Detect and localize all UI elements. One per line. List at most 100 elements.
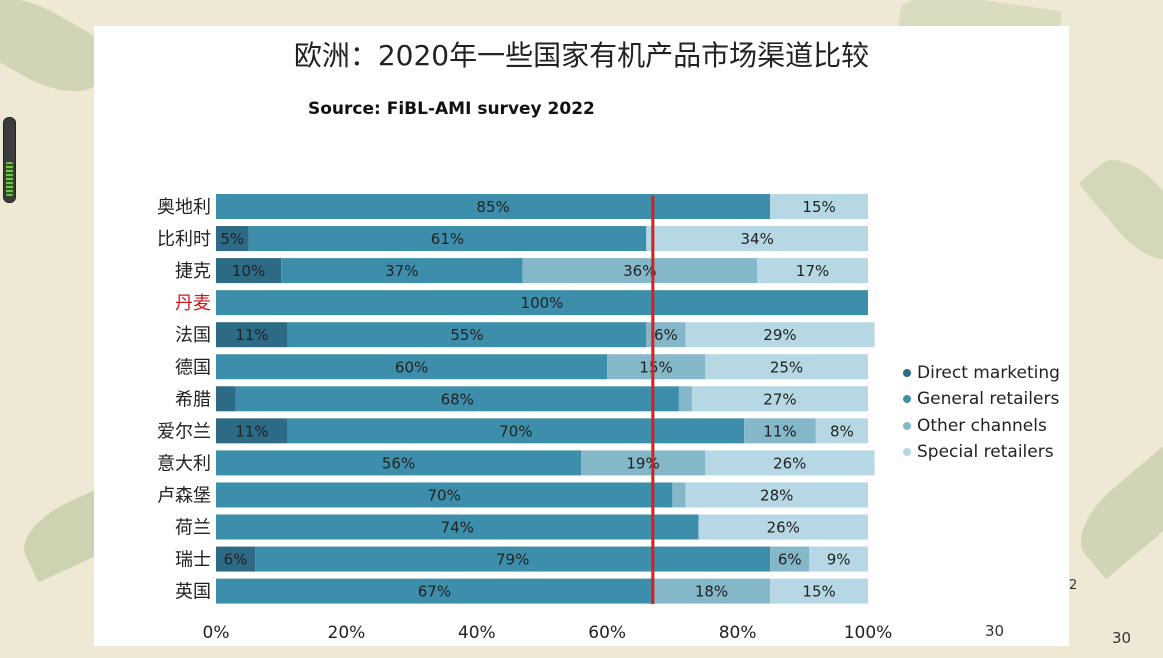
bar-segment: [705, 450, 875, 476]
bar-segment: [216, 482, 673, 508]
bar-data-label: 6%: [778, 551, 802, 569]
bar-segment: [770, 194, 868, 219]
category-label: 奥地利: [157, 197, 211, 218]
bar-segment: [216, 322, 288, 348]
bar-data-label: 37%: [385, 262, 418, 280]
bar-segment: [216, 290, 868, 316]
bar-data-label: 11%: [235, 422, 268, 440]
category-label: 荷兰: [175, 518, 211, 539]
legend-swatch: [903, 421, 911, 430]
legend-item: General retailers: [903, 386, 1060, 412]
bar-data-label: 36%: [623, 262, 656, 280]
bar-segment: [770, 578, 868, 604]
bar-data-label: 15%: [802, 583, 835, 601]
bar-segment: [287, 418, 745, 444]
bar-segment: [770, 546, 810, 572]
bar-data-label: 17%: [796, 262, 829, 280]
bar-data-label: 15%: [639, 358, 672, 376]
bar-data-label: 100%: [521, 294, 564, 312]
bar-data-label: 18%: [695, 583, 728, 601]
legend-swatch: [903, 448, 911, 457]
bar-data-label: 67%: [418, 583, 451, 601]
bar-data-label: 11%: [763, 422, 796, 440]
bar-segment: [685, 482, 868, 508]
bar-segment: [691, 386, 868, 412]
category-label: 法国: [175, 325, 211, 346]
category-label: 爱尔兰: [157, 421, 211, 442]
legend-label: Special retailers: [917, 442, 1054, 463]
bar-data-label: 74%: [441, 519, 474, 537]
bar-data-label: 60%: [395, 358, 428, 376]
bar-segment: [216, 578, 653, 604]
bar-data-label: 15%: [802, 198, 835, 216]
category-label: 瑞士: [175, 550, 211, 571]
legend-item: Other channels: [903, 413, 1060, 439]
bar-segment: [581, 450, 705, 476]
page-title: 欧洲：2020年一些国家有机产品市场渠道比较: [293, 39, 870, 72]
bar-data-label: 6%: [224, 551, 248, 569]
bar-data-label: 55%: [450, 326, 483, 344]
legend-swatch: [903, 395, 911, 404]
bar-data-label: 79%: [496, 551, 529, 569]
category-label: 意大利: [157, 453, 211, 474]
bar-data-label: 28%: [760, 486, 793, 504]
x-tick-label: 100%: [844, 623, 893, 643]
bar-data-label: 34%: [740, 230, 773, 248]
bar-data-label: 8%: [830, 422, 854, 440]
page-number-inner: 30: [985, 622, 1005, 640]
bar-segment: [216, 258, 282, 284]
side-scroll-level-bars: [6, 162, 13, 196]
x-tick-label: 0%: [203, 623, 230, 643]
bar-segment: [678, 386, 692, 412]
bar-segment: [248, 226, 647, 252]
bar-segment: [216, 226, 249, 252]
bar-segment: [809, 546, 868, 572]
category-label: 英国: [175, 582, 211, 603]
bar-segment: [216, 450, 582, 476]
page-small-mark: 2: [1069, 578, 1078, 593]
chart-legend: Direct marketing General retailers Other c…: [903, 360, 1060, 465]
bar-segment: [757, 258, 868, 284]
bar-segment: [522, 258, 758, 284]
bar-segment: [216, 418, 288, 444]
bar-data-label: 70%: [428, 486, 461, 504]
bar-segment: [672, 482, 686, 508]
bar-segment: [216, 194, 771, 219]
legend-item: Direct marketing: [903, 360, 1060, 386]
bar-data-label: 19%: [626, 454, 659, 472]
x-tick-label: 40%: [458, 623, 496, 643]
category-label: 比利时: [157, 229, 211, 250]
side-scroll-widget[interactable]: [3, 117, 16, 203]
x-tick-label: 80%: [719, 623, 757, 643]
bar-segment: [216, 354, 608, 380]
bar-data-label: 61%: [431, 230, 464, 248]
bar-segment: [744, 418, 816, 444]
bar-data-label: 26%: [773, 454, 806, 472]
bar-data-label: 11%: [235, 326, 268, 344]
category-label: 希腊: [175, 389, 211, 410]
bar-segment: [646, 226, 868, 252]
legend-item: Special retailers: [903, 439, 1060, 465]
bar-segment: [815, 418, 868, 444]
bar-data-label: 68%: [441, 390, 474, 408]
bar-segment: [685, 322, 875, 348]
bar-segment: [607, 354, 705, 380]
page-number: 30: [1112, 629, 1132, 647]
x-tick-label: 20%: [328, 623, 366, 643]
bar-segment: [235, 386, 679, 412]
category-label: 捷克: [175, 261, 211, 282]
category-label: 丹麦: [175, 293, 211, 314]
bar-segment: [216, 546, 256, 572]
bar-segment: [287, 322, 647, 348]
legend-label: Direct marketing: [917, 363, 1060, 384]
bar-segment: [705, 354, 868, 380]
bar-data-label: 29%: [763, 326, 796, 344]
legend-label: Other channels: [917, 415, 1047, 436]
bar-segment: [216, 386, 236, 412]
bar-data-label: 85%: [476, 198, 509, 216]
bar-data-label: 70%: [499, 422, 532, 440]
bar-data-label: 10%: [232, 262, 265, 280]
bar-data-label: 6%: [654, 326, 678, 344]
legend-swatch: [903, 369, 911, 378]
